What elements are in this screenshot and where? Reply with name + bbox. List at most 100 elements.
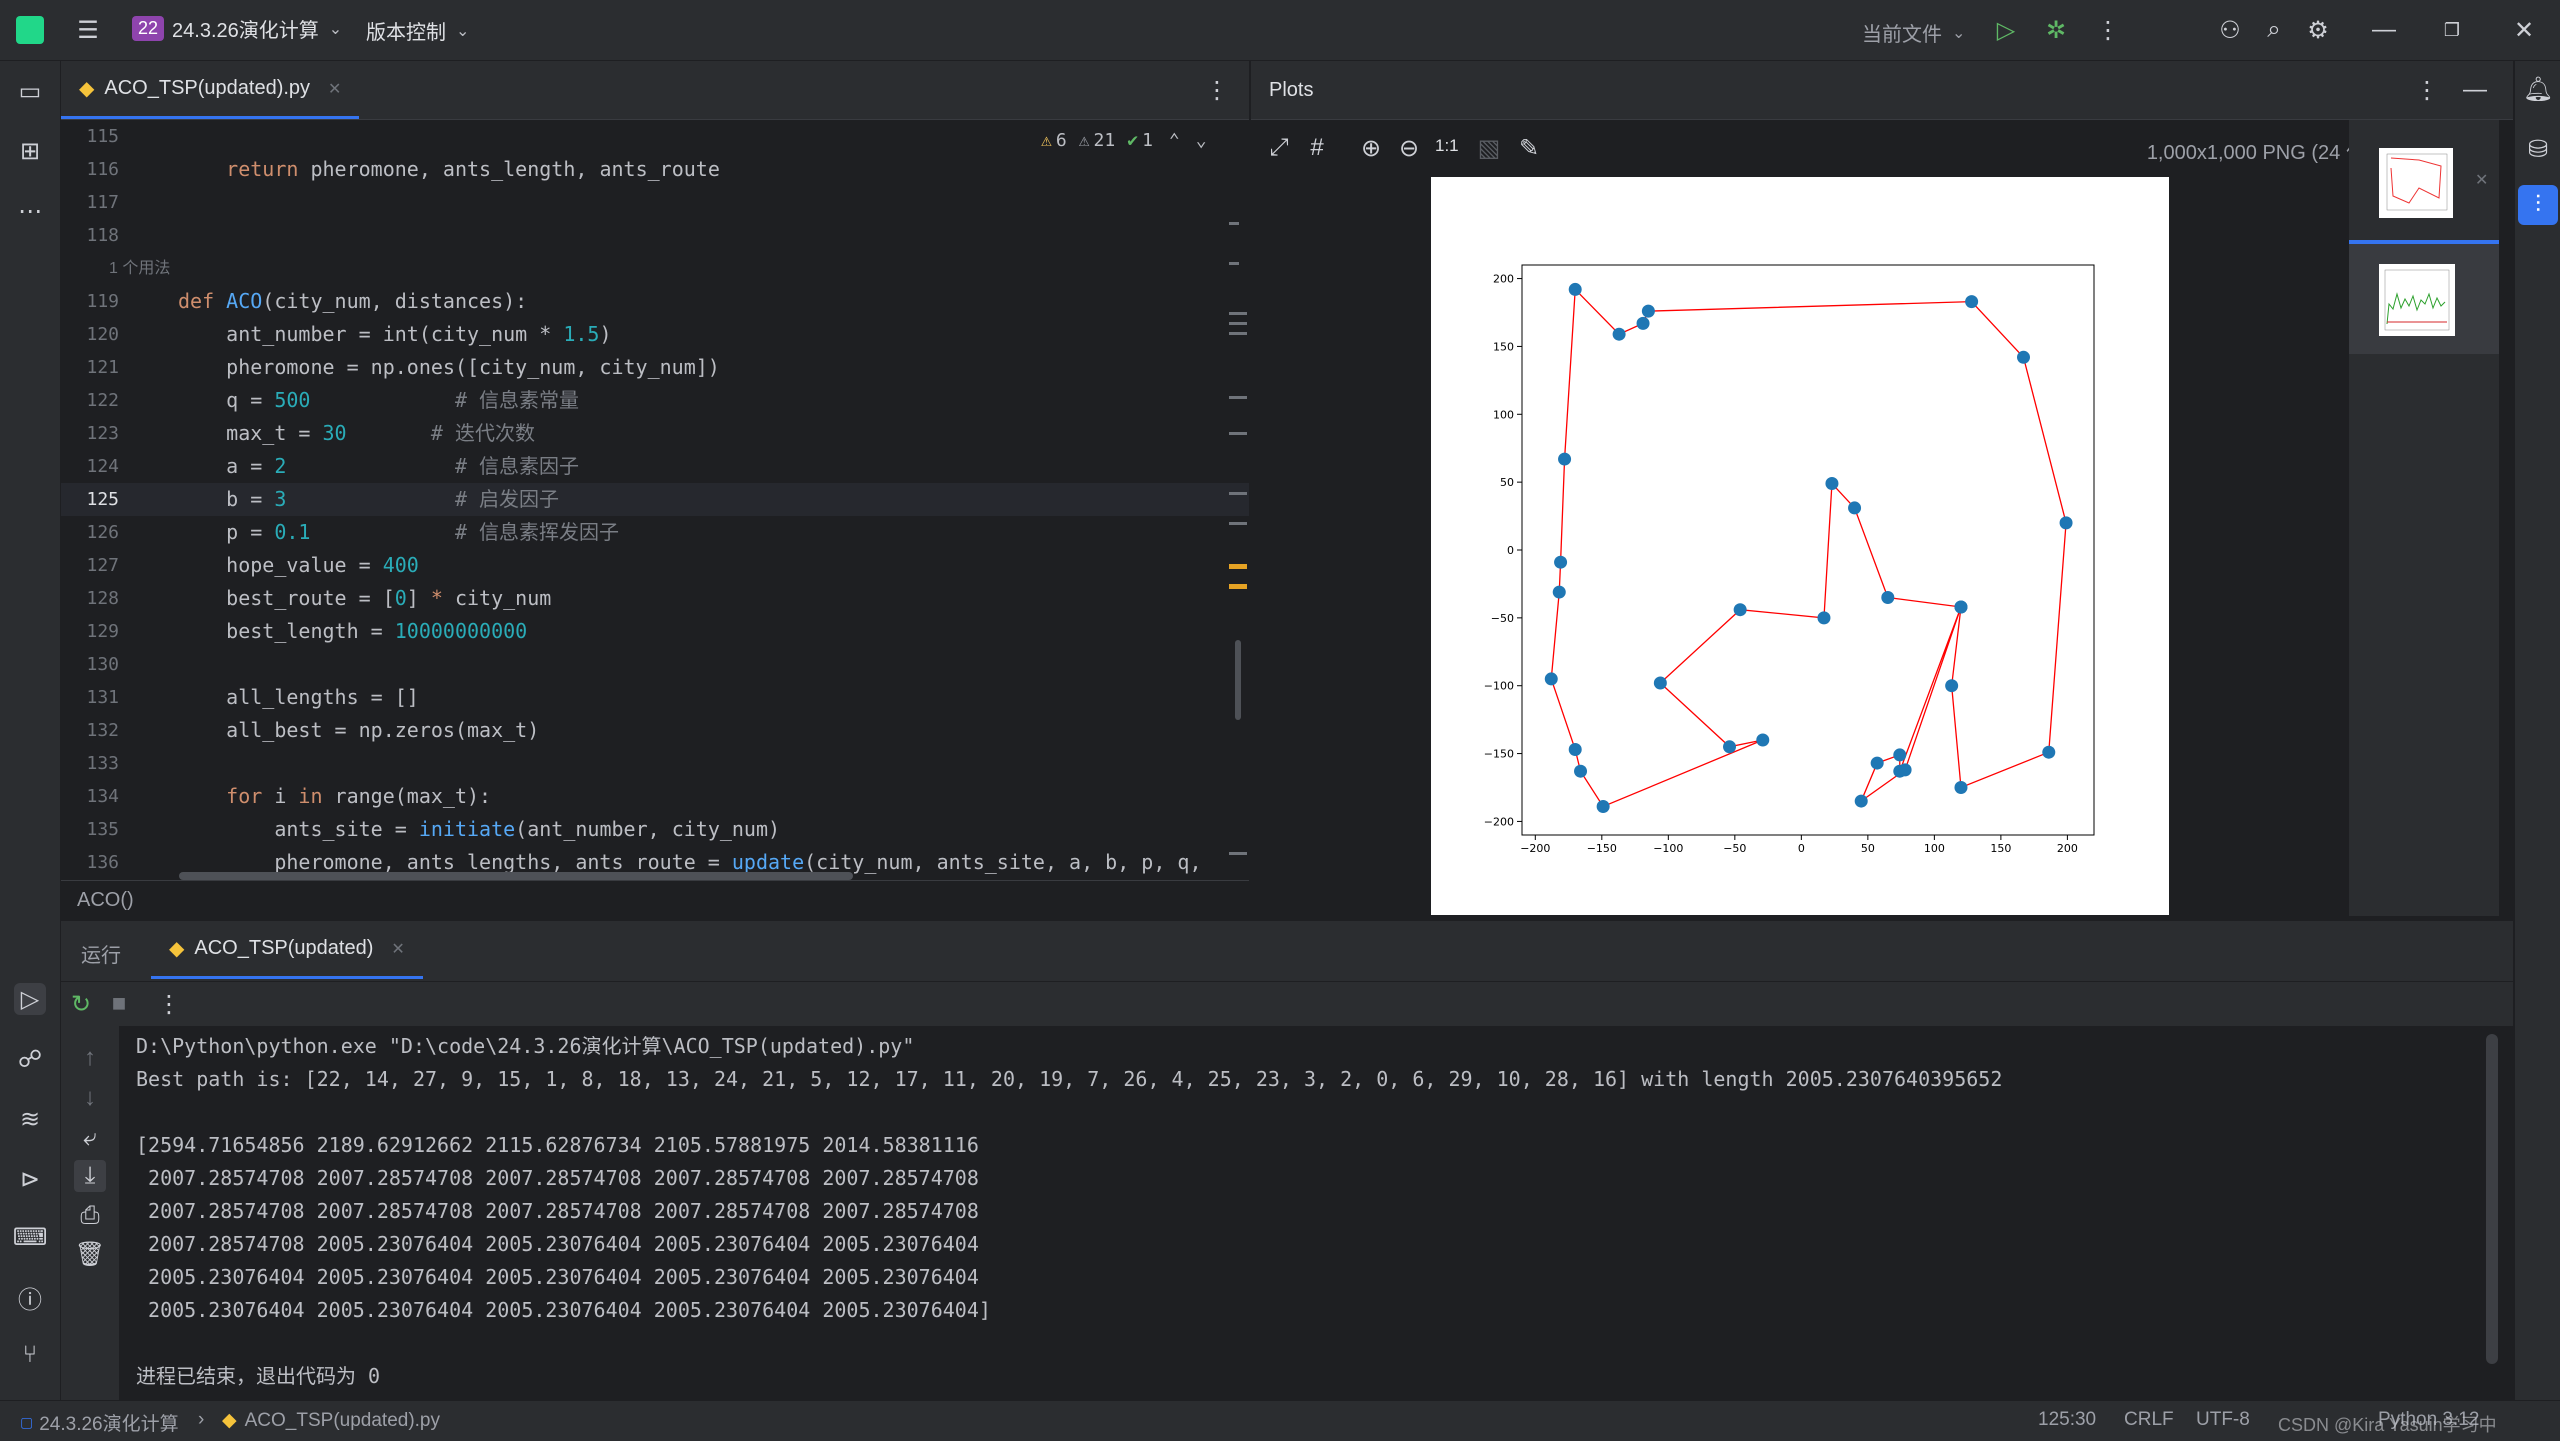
fit-to-window-icon[interactable]: ⤢ <box>1269 134 1289 161</box>
status-file[interactable]: ◆ ACO_TSP(updated).py <box>222 1409 440 1432</box>
background-icon[interactable]: ▧ <box>1477 134 1501 162</box>
inspection-widget[interactable]: ⚠ 6 ⚠ 21 ✔ 1 ⌃ ⌄ <box>1041 130 1207 151</box>
code-line[interactable]: 122 q = 500 # 信息素常量 <box>61 384 1249 417</box>
status-project[interactable]: ▢ 24.3.26演化计算 <box>20 1409 179 1436</box>
more-vertical-icon[interactable]: ⋮ <box>1205 76 1229 104</box>
code-line[interactable]: 132 all_best = np.zeros(max_t) <box>61 714 1249 747</box>
structure-icon[interactable]: ⊞ <box>19 137 41 165</box>
code-text: p = 0.1 # 信息素挥发因子 <box>178 520 620 544</box>
code-line[interactable]: 119 def ACO(city_num, distances): <box>61 285 1249 318</box>
add-user-icon[interactable]: ⚇ <box>2219 16 2241 44</box>
zoom-out-icon[interactable]: ⊖ <box>1398 134 1420 162</box>
previous-highlight-icon[interactable]: ⌃ <box>1168 130 1180 151</box>
services-icon[interactable]: ⊳ <box>19 1165 41 1193</box>
problems-icon[interactable]: ⓘ <box>18 1286 42 1314</box>
breadcrumb-function[interactable]: ACO() <box>77 888 134 911</box>
color-picker-icon[interactable]: ✎ <box>1518 134 1540 162</box>
thumbnail-divider <box>2349 240 2499 244</box>
x-tick-label: 150 <box>1990 842 2011 855</box>
code-line[interactable]: 128 best_route = [0] * city_num <box>61 582 1249 615</box>
line-separator[interactable]: CRLF <box>2124 1409 2174 1430</box>
minimize-icon[interactable]: — <box>2372 16 2396 43</box>
code-line[interactable]: 120 ant_number = int(city_num * 1.5) <box>61 318 1249 351</box>
horizontal-scrollbar[interactable] <box>179 872 853 880</box>
layers-icon[interactable]: ≋ <box>19 1105 41 1133</box>
code-editor[interactable]: 115 116 return pheromone, ants_length, an… <box>61 120 1249 880</box>
code-line[interactable]: 133 <box>61 747 1249 780</box>
plot-image[interactable]: −200 −150 −100 −50 0 50 100 150 200 −200 −150 −100 −… <box>1431 177 2169 915</box>
close-tab-icon[interactable]: ✕ <box>328 80 342 98</box>
scroll-down-icon[interactable]: ↓ <box>84 1084 96 1111</box>
stop-icon[interactable]: ■ <box>111 990 127 1017</box>
code-line[interactable]: 115 <box>61 120 1249 153</box>
rerun-icon[interactable]: ↻ <box>70 990 92 1018</box>
code-line[interactable]: 134 for i in range(max_t): <box>61 780 1249 813</box>
debug-icon[interactable]: ✲ <box>2045 16 2067 44</box>
console-side-toolbar: ↑ ↓ ⤶ ⤓ ⎙ 🗑︎ <box>61 1026 119 1400</box>
console-output[interactable]: D:\Python\python.exe "D:\code\24.3.26演化计… <box>120 1030 2510 1400</box>
thumbnail-lengths-plot[interactable] <box>2349 244 2499 354</box>
scroll-to-end-icon[interactable]: ⤓ <box>74 1160 106 1192</box>
database-icon[interactable]: ⛁ <box>2527 135 2549 163</box>
run-config-selector[interactable]: 当前文件 ⌄ <box>1862 18 1965 47</box>
zoom-in-icon[interactable]: ⊕ <box>1360 134 1382 162</box>
code-line[interactable]: 117 <box>61 186 1249 219</box>
settings-gear-icon[interactable]: ⚙ <box>2307 16 2329 44</box>
project-selector[interactable]: 22 24.3.26演化计算 ⌄ <box>132 14 342 43</box>
notifications-bell-icon[interactable]: 🔔︎ <box>2522 75 2554 103</box>
search-icon[interactable]: ⌕ <box>2267 16 2281 43</box>
grid-toggle-icon[interactable]: # <box>1310 134 1324 161</box>
close-thumbnail-icon[interactable]: ✕ <box>2475 172 2489 189</box>
interpreter[interactable]: Python 3.12 <box>2378 1409 2480 1430</box>
clear-all-trash-icon[interactable]: 🗑︎ <box>74 1240 106 1268</box>
code-line[interactable]: 124 a = 2 # 信息素因子 <box>61 450 1249 483</box>
console-line: 2007.28574708 2007.28574708 2007.2857470… <box>136 1166 979 1190</box>
more-vertical-icon[interactable]: ⋮ <box>157 990 181 1018</box>
git-icon[interactable]: ⑂ <box>22 1341 38 1368</box>
code-line[interactable]: 123 max_t = 30 # 迭代次数 <box>61 417 1249 450</box>
city-point <box>1653 676 1667 690</box>
code-line[interactable]: 116 return pheromone, ants_length, ants_… <box>61 153 1249 186</box>
run-tool-icon[interactable]: ▷ <box>14 983 46 1015</box>
code-line[interactable]: 135 ants_site = initiate(ant_number, cit… <box>61 813 1249 846</box>
file-encoding[interactable]: UTF-8 <box>2196 1409 2250 1430</box>
caret-position[interactable]: 125:30 <box>2038 1409 2097 1430</box>
print-icon[interactable]: ⎙ <box>80 1202 100 1229</box>
run-icon[interactable]: ▷ <box>1996 16 2016 44</box>
thumbnail-route-plot[interactable]: ✕ <box>2349 120 2499 240</box>
code-line[interactable]: 127 hope_value = 400 <box>61 549 1249 582</box>
console-scrollbar[interactable] <box>2486 1034 2498 1364</box>
vcs-menu[interactable]: 版本控制 ⌄ <box>366 16 469 45</box>
city-point <box>1870 756 1884 770</box>
more-vertical-icon[interactable]: ⋮ <box>2415 76 2439 104</box>
code-line[interactable]: 129 best_length = 10000000000 <box>61 615 1249 648</box>
x-tick-label: −50 <box>1723 842 1746 855</box>
code-line[interactable]: 126 p = 0.1 # 信息素挥发因子 <box>61 516 1249 549</box>
code-line[interactable]: 118 <box>61 219 1249 252</box>
code-line[interactable]: 125 b = 3 # 启发因子 <box>61 483 1249 516</box>
sciview-plots-icon[interactable]: ⫶ <box>2518 185 2558 225</box>
next-highlight-icon[interactable]: ⌄ <box>1195 130 1207 151</box>
hide-panel-icon[interactable]: — <box>2463 76 2487 103</box>
more-vertical-icon[interactable]: ⋮ <box>2096 16 2120 44</box>
more-horizontal-icon[interactable]: ⋯ <box>18 197 42 225</box>
tab-run-config[interactable]: ◆ ACO_TSP(updated) ✕ <box>151 921 423 979</box>
terminal-icon[interactable]: ⌨ <box>12 1223 48 1251</box>
code-text: all_best = np.zeros(max_t) <box>178 718 540 742</box>
scroll-up-icon[interactable]: ↑ <box>84 1044 96 1071</box>
soft-wrap-icon[interactable]: ⤶ <box>83 1124 97 1151</box>
project-folder-icon[interactable]: ▭ <box>18 77 42 105</box>
code-line[interactable]: 130 <box>61 648 1249 681</box>
python-console-icon[interactable]: ☍ <box>17 1045 43 1073</box>
code-line[interactable]: 121 pheromone = np.ones([city_num, city_… <box>61 351 1249 384</box>
usage-hint-row[interactable]: 1 个用法 <box>61 252 1249 285</box>
code-line[interactable]: 136 pheromone, ants_lengths, ants_route … <box>61 846 1249 879</box>
tab-aco-tsp[interactable]: ◆ ACO_TSP(updated).py ✕ <box>61 61 360 119</box>
close-tab-icon[interactable]: ✕ <box>391 940 405 958</box>
line-number: 133 <box>86 753 119 774</box>
close-window-icon[interactable]: ✕ <box>2513 16 2535 44</box>
restore-icon[interactable]: ❐ <box>2443 19 2461 40</box>
code-line[interactable]: 131 all_lengths = [] <box>61 681 1249 714</box>
main-menu-icon[interactable]: ☰ <box>77 16 99 44</box>
actual-size-button[interactable]: 1:1 <box>1435 136 1459 155</box>
